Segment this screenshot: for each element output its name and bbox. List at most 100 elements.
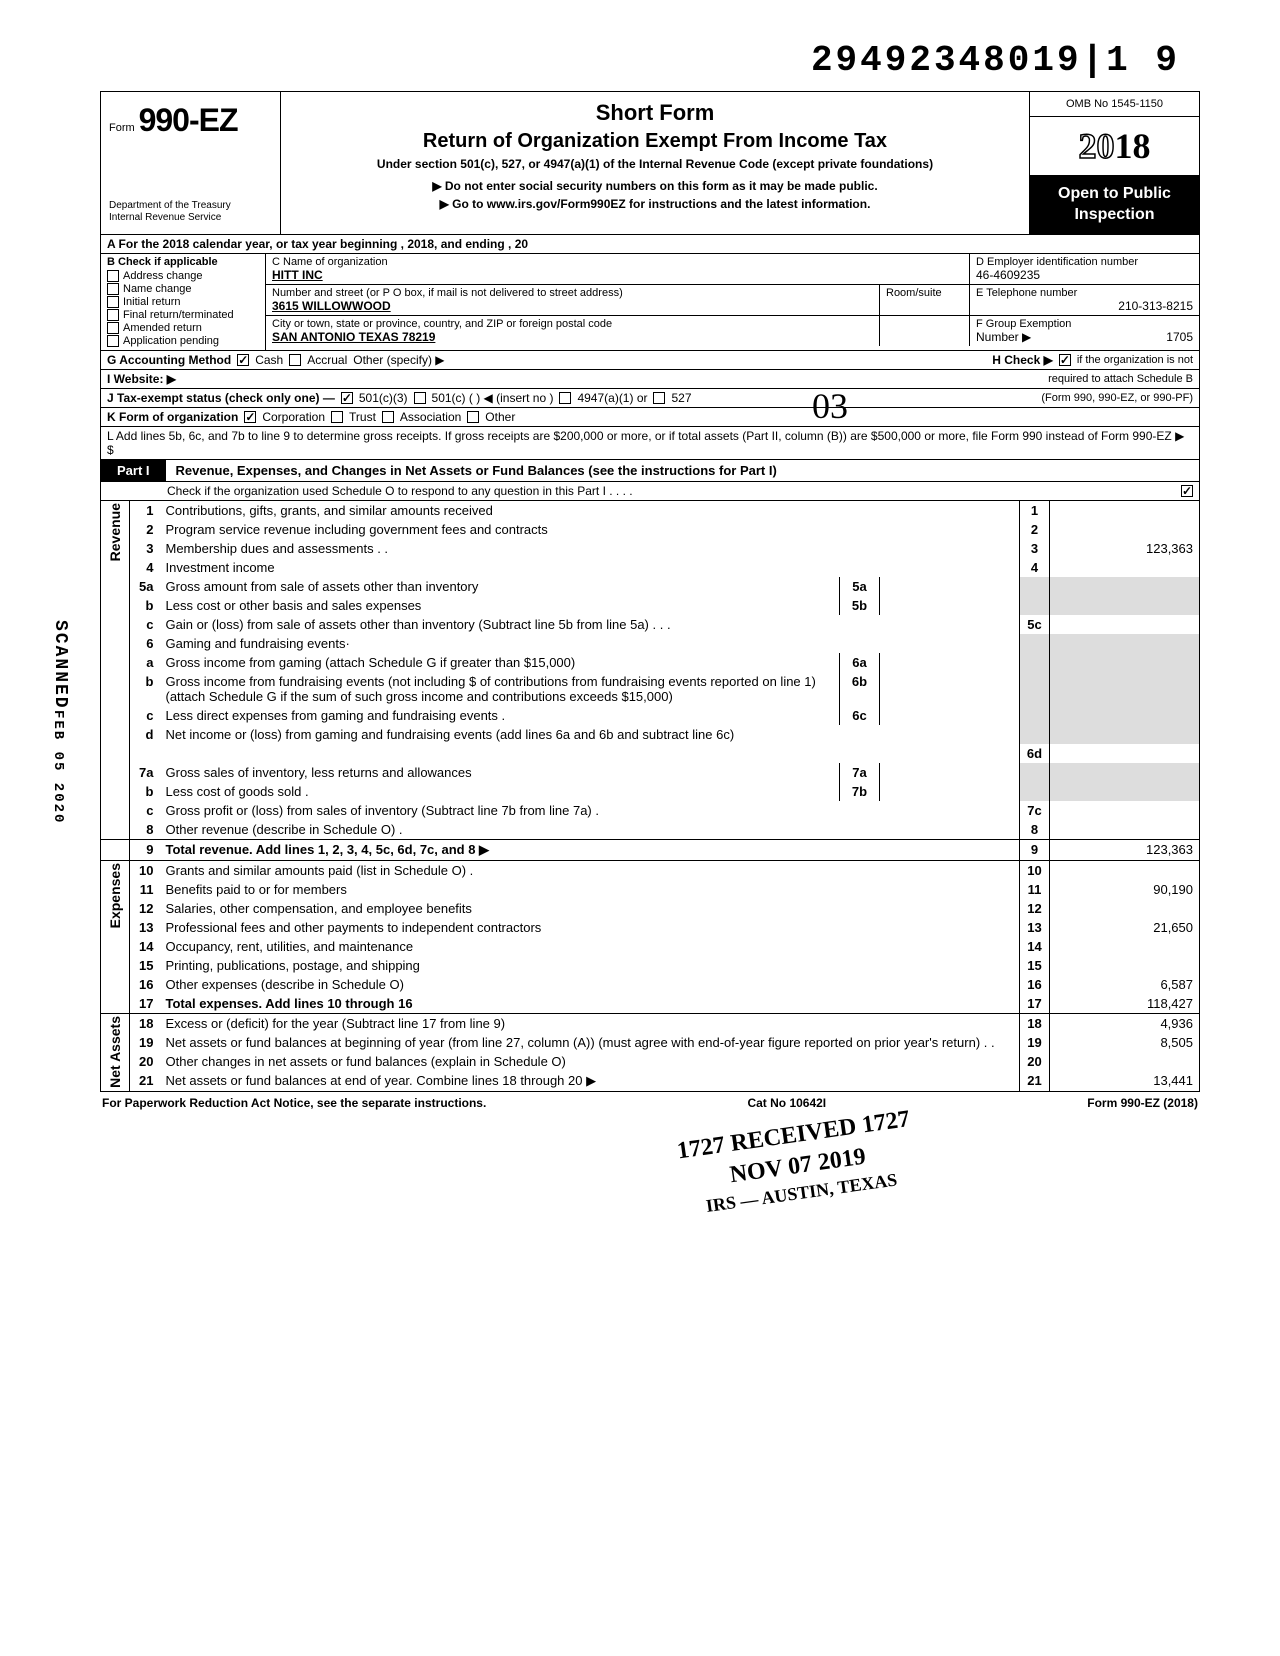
501c3-label: 501(c)(3) <box>359 391 408 405</box>
line-20-label: Other changes in net assets or fund bala… <box>160 1052 1020 1071</box>
line-13-label: Professional fees and other payments to … <box>160 918 1020 937</box>
section-b: B Check if applicable Address change Nam… <box>101 254 266 350</box>
line-17-label: Total expenses. Add lines 10 through 16 <box>160 994 1020 1014</box>
page-footer: For Paperwork Reduction Act Notice, see … <box>100 1092 1200 1114</box>
line-7b-label: Less cost of goods sold . <box>160 782 840 801</box>
corp-label: Corporation <box>262 410 325 424</box>
check-initial-return[interactable]: Initial return <box>107 296 259 308</box>
ssn-note: ▶ Do not enter social security numbers o… <box>293 179 1017 193</box>
other-method-label: Other (specify) ▶ <box>353 353 444 367</box>
check-501c3[interactable] <box>341 392 353 404</box>
form-title-block: Short Form Return of Organization Exempt… <box>281 92 1029 234</box>
scanned-stamp: SCANNED FEB 05 2020 <box>50 620 70 824</box>
line-6b-label: Gross income from fundraising events (no… <box>160 672 840 706</box>
org-info-grid: B Check if applicable Address change Nam… <box>100 254 1200 351</box>
check-final-return[interactable]: Final return/terminated <box>107 309 259 321</box>
527-label: 527 <box>671 391 691 405</box>
addr-label: Number and street (or P O box, if mail i… <box>272 287 873 299</box>
check-4947a1[interactable] <box>559 392 571 404</box>
line-17-amount: 118,427 <box>1050 994 1200 1014</box>
part1-tag: Part I <box>101 460 166 481</box>
check-application-pending[interactable]: Application pending <box>107 335 259 347</box>
city-value: SAN ANTONIO TEXAS 78219 <box>272 330 873 344</box>
h-check-after: if the organization is not <box>1077 354 1193 366</box>
group-num-label: Number ▶ <box>976 330 1031 344</box>
form-number: 990-EZ <box>139 102 238 138</box>
website-label: I Website: ▶ <box>107 372 176 386</box>
line-14-label: Occupancy, rent, utilities, and maintena… <box>160 937 1020 956</box>
check-cash[interactable] <box>237 354 249 366</box>
check-other-org[interactable] <box>467 411 479 423</box>
line-11-label: Benefits paid to or for members <box>160 880 1020 899</box>
netassets-section-label: Net Assets <box>101 1013 130 1091</box>
line-3-label: Membership dues and assessments . . <box>160 539 1020 558</box>
main-title: Return of Organization Exempt From Incom… <box>293 130 1017 153</box>
schedule-o-check-row: Check if the organization used Schedule … <box>100 482 1200 501</box>
line-16-amount: 6,587 <box>1050 975 1200 994</box>
omb-number: OMB No 1545-1150 <box>1030 92 1199 117</box>
line-1-amount <box>1050 501 1200 520</box>
part1-title: Revenue, Expenses, and Changes in Net As… <box>166 460 787 481</box>
line-13-amount: 21,650 <box>1050 918 1200 937</box>
form-id-block: Form 990-EZ Department of the TreasuryIn… <box>101 92 281 234</box>
line-3-amount: 123,363 <box>1050 539 1200 558</box>
line-10-label: Grants and similar amounts paid (list in… <box>160 860 1020 880</box>
line-15-label: Printing, publications, postage, and shi… <box>160 956 1020 975</box>
line-12-label: Salaries, other compensation, and employ… <box>160 899 1020 918</box>
check-amended-return[interactable]: Amended return <box>107 322 259 334</box>
phone-label: E Telephone number <box>976 287 1193 299</box>
row-l: L Add lines 5b, 6c, and 7b to line 9 to … <box>100 427 1200 460</box>
footer-right: Form 990-EZ (2018) <box>1087 1096 1198 1110</box>
check-name-change[interactable]: Name change <box>107 283 259 295</box>
h-cont-2: (Form 990, 990-EZ, or 990-PF) <box>1041 392 1193 404</box>
public-inspection: Open to PublicInspection <box>1030 176 1199 234</box>
line-19-amount: 8,505 <box>1050 1033 1200 1052</box>
check-corporation[interactable] <box>244 411 256 423</box>
line-11-amount: 90,190 <box>1050 880 1200 899</box>
form-prefix: Form <box>109 122 135 134</box>
part1-header: Part I Revenue, Expenses, and Changes in… <box>100 460 1200 482</box>
line-2-label: Program service revenue including govern… <box>160 520 1020 539</box>
org-name-label: C Name of organization <box>272 256 963 268</box>
accrual-label: Accrual <box>307 353 347 367</box>
footer-catalog: Cat No 10642I <box>747 1096 826 1110</box>
city-label: City or town, state or province, country… <box>272 318 873 330</box>
line-21-amount: 13,441 <box>1050 1071 1200 1092</box>
section-c-d: C Name of organization HITT INC D Employ… <box>266 254 1199 350</box>
revenue-section-label: Revenue <box>101 501 130 840</box>
line-16-label: Other expenses (describe in Schedule O) <box>160 975 1020 994</box>
line-1-label: Contributions, gifts, grants, and simila… <box>160 501 1020 520</box>
line-6d-label: Net income or (loss) from gaming and fun… <box>160 725 1020 744</box>
check-501c[interactable] <box>414 392 426 404</box>
check-association[interactable] <box>382 411 394 423</box>
tax-exempt-label: J Tax-exempt status (check only one) — <box>107 391 335 405</box>
check-527[interactable] <box>653 392 665 404</box>
short-form-title: Short Form <box>293 100 1017 126</box>
expenses-section-label: Expenses <box>101 860 130 1013</box>
check-schedule-o[interactable] <box>1181 485 1193 497</box>
form-meta-block: OMB No 1545-1150 2018 Open to PublicInsp… <box>1029 92 1199 234</box>
tax-year: 2018 <box>1030 117 1199 176</box>
ein-value: 46-4609235 <box>976 268 1193 282</box>
assoc-label: Association <box>400 410 461 424</box>
line-19-label: Net assets or fund balances at beginning… <box>160 1033 1020 1052</box>
check-schedule-b[interactable] <box>1059 354 1071 366</box>
h-cont-1: required to attach Schedule B <box>1048 373 1193 385</box>
check-address-change[interactable]: Address change <box>107 270 259 282</box>
dln-stamp: 29492348019|1 9 <box>100 40 1200 81</box>
line-9-label: Total revenue. Add lines 1, 2, 3, 4, 5c,… <box>160 839 1020 860</box>
row-k: K Form of organization Corporation Trust… <box>100 408 1200 427</box>
url-note: ▶ Go to www.irs.gov/Form990EZ for instru… <box>293 197 1017 211</box>
org-name: HITT INC <box>272 268 963 282</box>
line-5b-label: Less cost or other basis and sales expen… <box>160 596 840 615</box>
line-5a-label: Gross amount from sale of assets other t… <box>160 577 840 596</box>
row-g-h: G Accounting Method Cash Accrual Other (… <box>100 351 1200 370</box>
form-header: Form 990-EZ Department of the TreasuryIn… <box>100 91 1200 235</box>
form-of-org-label: K Form of organization <box>107 410 238 424</box>
check-trust[interactable] <box>331 411 343 423</box>
row-i: I Website: ▶ required to attach Schedule… <box>100 370 1200 389</box>
other-org-label: Other <box>485 410 515 424</box>
ein-label: D Employer identification number <box>976 256 1193 268</box>
phone-value: 210-313-8215 <box>976 299 1193 313</box>
check-accrual[interactable] <box>289 354 301 366</box>
